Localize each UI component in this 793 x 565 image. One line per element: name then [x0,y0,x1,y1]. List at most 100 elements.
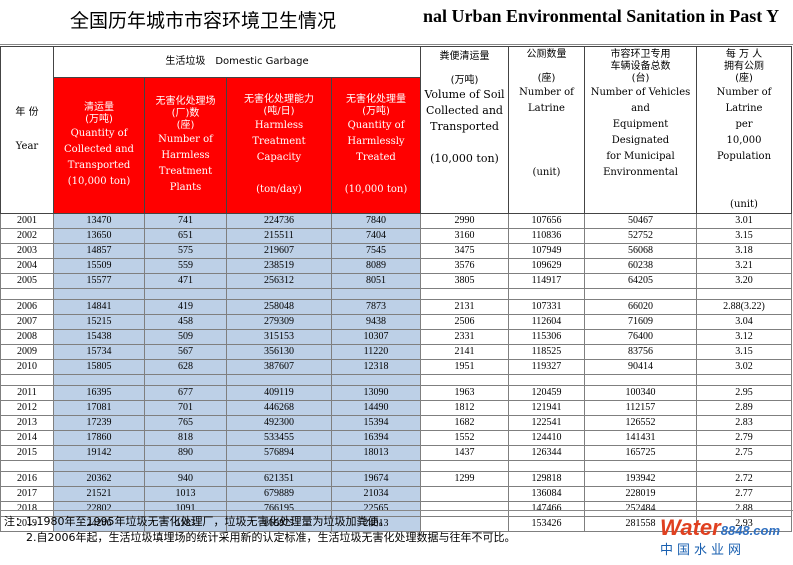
table-cell: 621351 [226,471,332,487]
year-cell: 2013 [0,415,54,431]
table-cell: 126552 [584,415,697,431]
table-cell: 567 [144,344,227,360]
table-cell: 21034 [331,486,421,502]
table-cell: 279309 [226,314,332,330]
table-cell: 258048 [226,299,332,315]
table-cell: 16394 [331,430,421,446]
table-cell: 559 [144,258,227,274]
table-cell: 112157 [584,400,697,416]
collected-header-cn: 清运量 (万吨) [84,101,114,125]
table-cell: 3.15 [696,344,792,360]
domestic-garbage-header: 生活垃圾 Domestic Garbage [53,45,421,79]
spacer-cell [584,460,697,472]
table-cell: 76400 [584,329,697,345]
table-cell: 2990 [420,213,509,229]
table-cell: 20362 [53,471,145,487]
table-cell: 224736 [226,213,332,229]
table-row: 2005 15577 471 256312 8051 3805 114917 64205 3.2… [0,273,792,289]
footnote-1: 注：1.1980年至1995年垃圾无害化处理厂，垃圾无害化处理量为垃圾加粪便。 [4,515,390,528]
spacer-cell [420,288,509,300]
table-cell: 2.95 [696,385,792,401]
table-row: 2013 17239 765 492300 15394 1682 122541 126552 2… [0,415,792,431]
table-cell: 701 [144,400,227,416]
table-row: 2002 13650 651 215511 7404 3160 110836 52752 3.1… [0,228,792,244]
table-cell: 7404 [331,228,421,244]
group-spacer [0,374,792,386]
table-cell: 458 [144,314,227,330]
year-cell: 2019 [0,516,54,532]
spacer-cell [144,460,227,472]
table-cell: 14857 [53,243,145,259]
table-cell: 122541 [508,415,585,431]
logo-number: 8848 [720,523,750,538]
table-cell: 165725 [584,445,697,461]
per10k-header-en: Number of Latrine per 10,000 Population … [716,87,772,210]
table-cell: 7873 [331,299,421,315]
table-cell: 15394 [331,415,421,431]
table-cell: 120459 [508,385,585,401]
table-cell: 315153 [226,329,332,345]
treated-header-en: Quantity of Harmlessly Treated (10,000 t… [344,119,408,195]
table-cell: 90414 [584,359,697,375]
year-cell: 2014 [0,430,54,446]
year-cell: 2012 [0,400,54,416]
table-cell: 193942 [584,471,697,487]
table-cell: 2.88(3.22) [696,299,792,315]
table-cell: 419 [144,299,227,315]
table-cell: 890 [144,445,227,461]
table-cell: 15805 [53,359,145,375]
table-cell: 238519 [226,258,332,274]
treated-header: 无害化处理量 (万吨) Quantity of Harmlessly Treat… [331,77,421,214]
table-cell: 228019 [584,486,697,502]
table-cell: 3475 [420,243,509,259]
table-cell: 21521 [53,486,145,502]
capacity-header-en: Harmless Treatment Capacity (ton/day) [252,119,306,195]
table-cell: 107656 [508,213,585,229]
table-row: 2017 21521 1013 679889 21034 136084 228019 2.77 [0,486,792,502]
plants-header-en: Number of Harmless Treatment Plants [158,133,213,193]
spacer-cell [331,460,421,472]
table-cell: 83756 [584,344,697,360]
table-cell: 940 [144,471,227,487]
table-cell: 3805 [420,273,509,289]
table-row: 2008 15438 509 315153 10307 2331 115306 76400 3.… [0,329,792,345]
vehicles-header: 市容环卫专用 车辆设备总数 (台) Number of Vehicles and… [584,46,697,214]
per10k-header-cn: 每 万 人 拥有公厕 (座) [724,49,764,84]
table-cell: 3.20 [696,273,792,289]
table-cell: 2.72 [696,471,792,487]
table-cell: 15734 [53,344,145,360]
table-cell: 2.83 [696,415,792,431]
year-cell: 2006 [0,299,54,315]
table-row: 2007 15215 458 279309 9438 2506 112604 71609 3.0… [0,314,792,330]
table-cell: 576894 [226,445,332,461]
treated-header-cn: 无害化处理量 (万吨) [346,93,406,117]
group-spacer [0,460,792,472]
year-cell: 2008 [0,329,54,345]
table-cell: 17081 [53,400,145,416]
table-row: 2016 20362 940 621351 19674 1299 129818 193942 2… [0,471,792,487]
table-cell: 136084 [508,486,585,502]
table-cell: 24206 [53,516,145,532]
table-cell: 15438 [53,329,145,345]
table-cell: 2331 [420,329,509,345]
table-cell: 14490 [331,400,421,416]
year-cell: 2001 [0,213,54,229]
table-cell: 2141 [420,344,509,360]
spacer-cell [420,374,509,386]
soil-header-cn: 粪便清运量 (万吨) [439,51,490,86]
spacer-cell [0,460,54,472]
table-cell: 18013 [331,445,421,461]
spacer-cell [53,460,145,472]
table-cell: 56068 [584,243,697,259]
table-cell: 256312 [226,273,332,289]
table-cell: 679889 [226,486,332,502]
table-cell: 2.75 [696,445,792,461]
table-cell: 17860 [53,430,145,446]
table-cell: 1013 [144,486,227,502]
table-row: 2010 15805 628 387607 12318 1951 119327 90414 3.… [0,359,792,375]
year-cell: 2010 [0,359,54,375]
logo-cn: 中国水业网 [660,543,746,558]
plants-header-cn: 无害化处理场 (厂)数 (座) [155,95,216,131]
logo-word: Water [660,515,721,540]
bottom-rule [0,510,793,511]
